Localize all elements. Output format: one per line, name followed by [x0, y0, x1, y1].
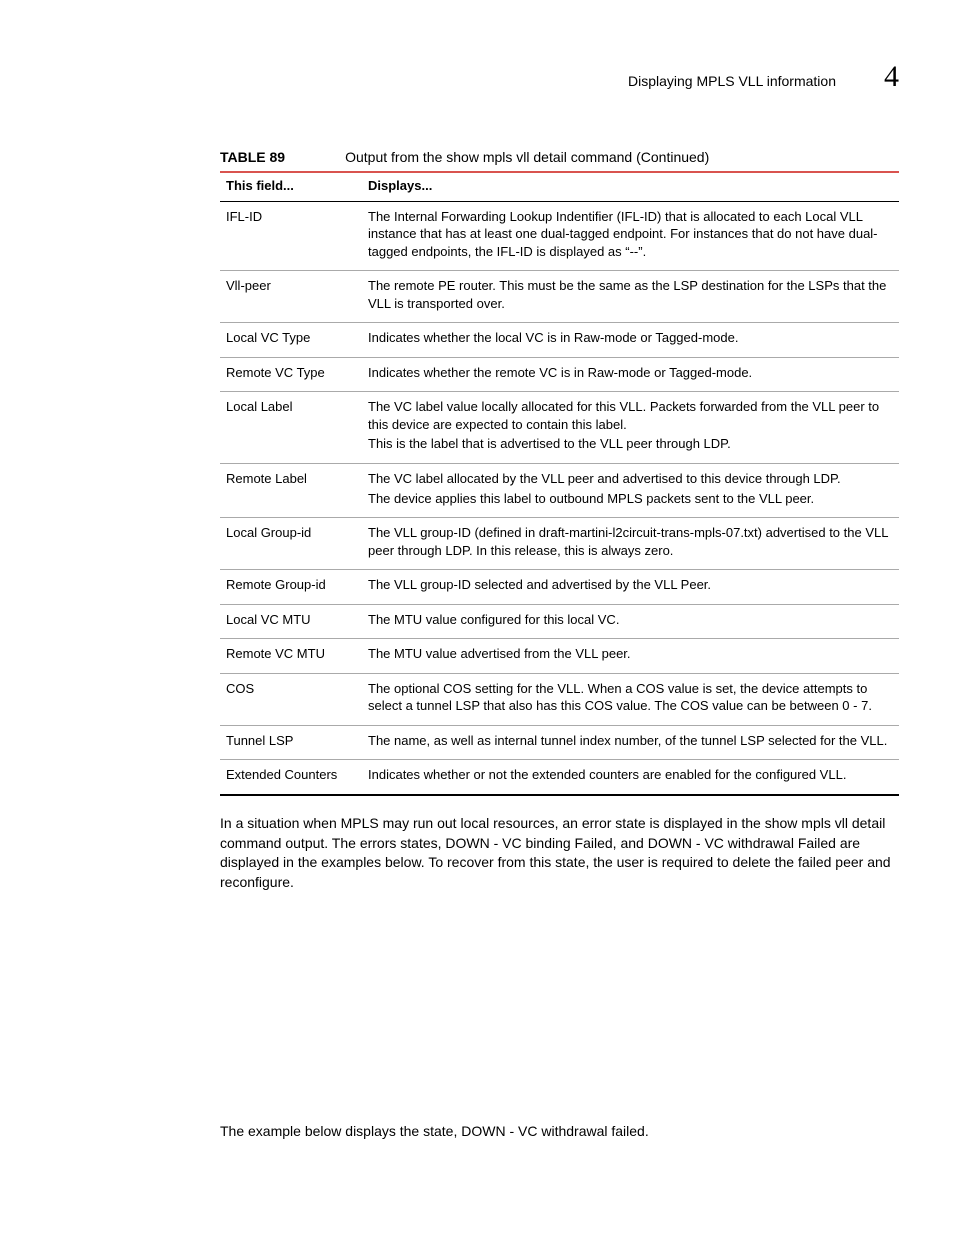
desc-text: Indicates whether the local VC is in Raw… — [368, 329, 893, 347]
desc-cell: Indicates whether or not the extended co… — [362, 760, 899, 795]
desc-cell: The optional COS setting for the VLL. Wh… — [362, 673, 899, 725]
desc-cell: The MTU value advertised from the VLL pe… — [362, 639, 899, 674]
table-row: Remote VC MTU The MTU value advertised fr… — [220, 639, 899, 674]
table-row: Local Group-idThe VLL group-ID (defined … — [220, 518, 899, 570]
field-cell: IFL-ID — [220, 201, 362, 271]
table-title: Output from the show mpls vll detail com… — [345, 149, 709, 165]
desc-text: The VC label allocated by the VLL peer a… — [368, 470, 893, 488]
desc-text: The remote PE router. This must be the s… — [368, 277, 893, 312]
desc-cell: The VLL group-ID (defined in draft-marti… — [362, 518, 899, 570]
desc-cell: Indicates whether the remote VC is in Ra… — [362, 357, 899, 392]
table-body: IFL-IDThe Internal Forwarding Lookup Ind… — [220, 201, 899, 795]
field-cell: Remote Label — [220, 464, 362, 518]
table-label: TABLE 89 — [220, 149, 285, 165]
desc-text: The MTU value configured for this local … — [368, 611, 893, 629]
table-row: Tunnel LSP The name, as well as internal … — [220, 725, 899, 760]
field-cell: COS — [220, 673, 362, 725]
table-header-row: This field... Displays... — [220, 173, 899, 201]
field-cell: Local VC Type — [220, 323, 362, 358]
running-header: Displaying MPLS VLL information 4 — [220, 60, 899, 94]
field-cell: Local Group-id — [220, 518, 362, 570]
table-row: Remote Label The VC label allocated by th… — [220, 464, 899, 518]
output-table: This field... Displays... IFL-IDThe Inte… — [220, 173, 899, 796]
desc-cell: The VC label value locally allocated for… — [362, 392, 899, 464]
desc-text: The MTU value advertised from the VLL pe… — [368, 645, 893, 663]
desc-cell: The MTU value configured for this local … — [362, 604, 899, 639]
desc-text: The VLL group-ID (defined in draft-marti… — [368, 524, 893, 559]
desc-cell: Indicates whether the local VC is in Raw… — [362, 323, 899, 358]
desc-text: The VC label value locally allocated for… — [368, 398, 893, 433]
field-cell: Extended Counters — [220, 760, 362, 795]
table-row: Extended Counters Indicates whether or no… — [220, 760, 899, 795]
desc-cell: The remote PE router. This must be the s… — [362, 271, 899, 323]
col-header-desc: Displays... — [362, 173, 899, 201]
table-row: Local LabelThe VC label value locally al… — [220, 392, 899, 464]
field-cell: Remote Group-id — [220, 570, 362, 605]
field-cell: Remote VC Type — [220, 357, 362, 392]
field-cell: Vll-peer — [220, 271, 362, 323]
desc-text: The device applies this label to outboun… — [368, 490, 893, 508]
field-cell: Local Label — [220, 392, 362, 464]
table-row: Remote Group-id The VLL group-ID selected… — [220, 570, 899, 605]
table-row: IFL-IDThe Internal Forwarding Lookup Ind… — [220, 201, 899, 271]
table-row: Vll-peerThe remote PE router. This must … — [220, 271, 899, 323]
desc-text: The VLL group-ID selected and advertised… — [368, 576, 893, 594]
page: Displaying MPLS VLL information 4 TABLE … — [0, 0, 954, 1235]
desc-cell: The Internal Forwarding Lookup Indentifi… — [362, 201, 899, 271]
field-cell: Remote VC MTU — [220, 639, 362, 674]
desc-text: The optional COS setting for the VLL. Wh… — [368, 680, 893, 715]
desc-text: The name, as well as internal tunnel ind… — [368, 732, 893, 750]
chapter-number: 4 — [884, 60, 899, 94]
table-row: Local VC Type Indicates whether the local… — [220, 323, 899, 358]
desc-cell: The name, as well as internal tunnel ind… — [362, 725, 899, 760]
desc-cell: The VLL group-ID selected and advertised… — [362, 570, 899, 605]
desc-text: Indicates whether the remote VC is in Ra… — [368, 364, 893, 382]
desc-text: This is the label that is advertised to … — [368, 435, 893, 453]
body-paragraph: In a situation when MPLS may run out loc… — [220, 814, 899, 892]
table-caption: TABLE 89 Output from the show mpls vll d… — [220, 149, 899, 165]
table-row: Local VC MTU The MTU value configured for… — [220, 604, 899, 639]
body-paragraph: The example below displays the state, DO… — [220, 1122, 899, 1142]
field-cell: Local VC MTU — [220, 604, 362, 639]
desc-text: Indicates whether or not the extended co… — [368, 766, 893, 784]
field-cell: Tunnel LSP — [220, 725, 362, 760]
desc-text: The Internal Forwarding Lookup Indentifi… — [368, 208, 893, 261]
desc-cell: The VC label allocated by the VLL peer a… — [362, 464, 899, 518]
table-row: Remote VC Type Indicates whether the remo… — [220, 357, 899, 392]
col-header-field: This field... — [220, 173, 362, 201]
table-row: COSThe optional COS setting for the VLL.… — [220, 673, 899, 725]
section-title: Displaying MPLS VLL information — [628, 73, 836, 89]
